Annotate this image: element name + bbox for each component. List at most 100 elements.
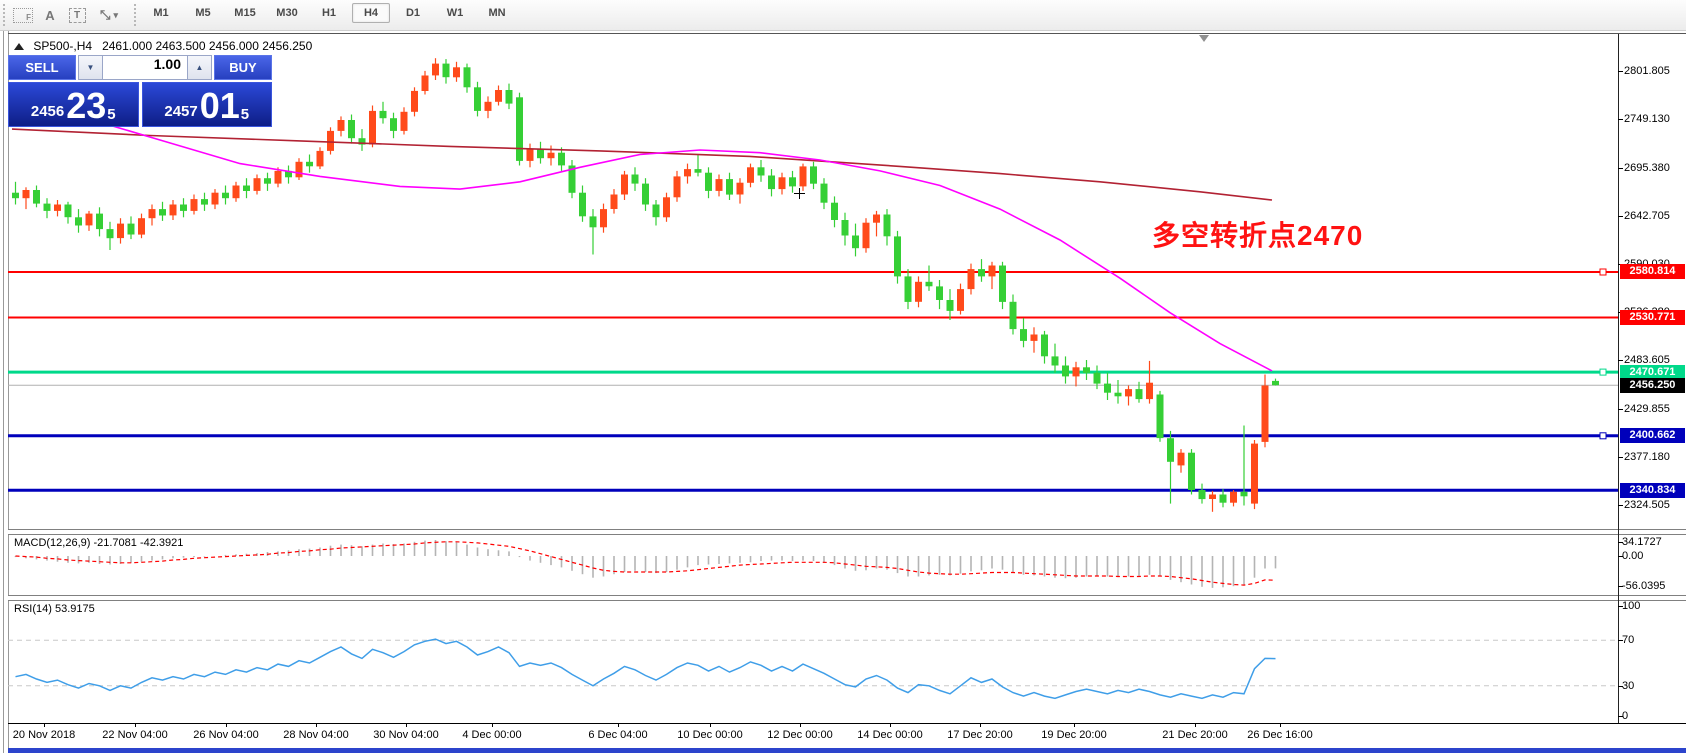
- timeframe-button-m15[interactable]: M15: [234, 7, 256, 19]
- sell-price-prefix: 2456: [30, 103, 65, 120]
- time-axis-border: [8, 723, 1686, 724]
- time-tick-mark: [1280, 723, 1281, 727]
- buy-price-tile[interactable]: 2457 01 5: [141, 82, 272, 127]
- candle-body: [106, 229, 114, 239]
- crosshair-cursor: [794, 188, 805, 199]
- rsi-line: [15, 638, 1276, 700]
- price-tick-label: 2324.505: [1624, 499, 1670, 511]
- price-line-chip[interactable]: 2456.250: [1620, 378, 1685, 393]
- candle-body: [117, 223, 124, 239]
- candle-body: [1251, 443, 1258, 504]
- time-tick-label: 20 Nov 2018: [12, 729, 76, 741]
- candle-body: [337, 120, 345, 131]
- main-price-chart[interactable]: [8, 34, 1618, 529]
- candle-body: [925, 281, 933, 287]
- volume-increase-button[interactable]: ▲: [187, 55, 212, 80]
- collapse-triangle-icon[interactable]: [14, 43, 24, 50]
- candle-body: [190, 199, 198, 211]
- candle-body: [610, 194, 618, 209]
- price-tick-mark: [1618, 409, 1623, 410]
- dropdown-arrow-icon: ▾: [113, 9, 118, 20]
- candle-body: [631, 174, 639, 184]
- timeframe-button-h1[interactable]: H1: [321, 7, 337, 19]
- candle-body: [264, 178, 271, 184]
- rsi-tick-mark: [1618, 716, 1623, 717]
- text-label-icon[interactable]: A: [45, 7, 55, 23]
- price-tick-mark: [1618, 71, 1623, 72]
- sell-price-big: 23: [66, 85, 107, 126]
- candle-body: [526, 149, 534, 161]
- sell-button[interactable]: SELL: [8, 55, 76, 80]
- time-tick-label: 17 Dec 20:00: [947, 729, 1013, 741]
- candle-body: [642, 183, 649, 205]
- candle-body: [274, 170, 282, 184]
- price-line-chip[interactable]: 2580.814: [1620, 264, 1685, 279]
- volume-input[interactable]: 1.00: [103, 55, 187, 80]
- candle-body: [1167, 438, 1174, 462]
- time-tick-label: 10 Dec 00:00: [677, 729, 743, 741]
- timeframe-button-m1[interactable]: M1: [153, 7, 169, 19]
- candle-body: [1072, 367, 1080, 377]
- candle-body: [663, 197, 670, 218]
- candle-body: [148, 209, 156, 219]
- candle-body: [64, 204, 72, 218]
- timeframe-button-h4[interactable]: H4: [352, 3, 390, 23]
- chart-shift-marker[interactable]: [1199, 35, 1209, 42]
- candle-body: [1135, 389, 1143, 400]
- volume-decrease-button[interactable]: ▼: [78, 55, 103, 80]
- ma-slow-line[interactable]: [11, 128, 1273, 201]
- hline-handle[interactable]: [1599, 268, 1607, 276]
- timeframe-button-d1[interactable]: D1: [405, 7, 421, 19]
- candle-body: [85, 213, 93, 226]
- chart-annotation-text[interactable]: 多空转折点2470: [1152, 220, 1364, 251]
- time-tick-label: 26 Nov 04:00: [193, 729, 259, 741]
- candle-body: [778, 177, 786, 190]
- macd-panel-splitter[interactable]: [8, 529, 1686, 535]
- macd-indicator-chart[interactable]: [8, 533, 1618, 595]
- buy-button[interactable]: BUY: [214, 55, 272, 80]
- candle-body: [757, 167, 765, 176]
- time-tick-label: 22 Nov 04:00: [102, 729, 168, 741]
- rsi-tick-mark: [1618, 640, 1623, 641]
- candle-body: [516, 97, 523, 161]
- price-line-chip[interactable]: 2400.662: [1620, 428, 1685, 443]
- candle-body: [967, 269, 975, 290]
- price-line-chip[interactable]: 2340.834: [1620, 483, 1685, 498]
- candle-body: [894, 236, 901, 277]
- hline-handle[interactable]: [1599, 432, 1607, 440]
- candle-body: [1051, 356, 1059, 366]
- candle-body: [127, 223, 135, 235]
- price-line-chip[interactable]: 2530.771: [1620, 310, 1685, 325]
- hline-handle[interactable]: [1599, 368, 1607, 376]
- candle-body: [390, 118, 397, 131]
- macd-level-label: 34.1727: [1622, 536, 1662, 548]
- timeframe-button-mn[interactable]: MN: [488, 7, 506, 19]
- candle-body: [873, 214, 880, 223]
- toolbar-grip[interactable]: [134, 4, 140, 26]
- one-click-trading-panel: SELL ▼ 1.00 ▲ BUY 2456 23 5 2457 01 5: [8, 55, 272, 127]
- candle-body: [463, 67, 471, 88]
- candle-body: [54, 204, 61, 211]
- rsi-panel-splitter[interactable]: [8, 595, 1686, 601]
- candle-body: [442, 63, 450, 78]
- timeframe-button-m30[interactable]: M30: [276, 7, 298, 19]
- candle-body: [568, 165, 576, 193]
- window-frame-line: [3, 31, 4, 753]
- sell-price-tile[interactable]: 2456 23 5: [8, 82, 139, 127]
- candle-body: [1104, 383, 1111, 393]
- price-line-chip[interactable]: 2470.671: [1620, 365, 1685, 380]
- timeframe-strip: M1 M5 M15 M30 H1 H4 D1 W1 MN: [140, 3, 518, 23]
- draw-tools-icon[interactable]: ⤡ ▾: [100, 7, 118, 22]
- timeframe-button-m5[interactable]: M5: [195, 7, 211, 19]
- ma-fast-line[interactable]: [11, 97, 1273, 372]
- indicators-grid-icon[interactable]: F: [12, 3, 34, 27]
- timeframe-button-w1[interactable]: W1: [446, 7, 464, 19]
- candle-body: [978, 269, 985, 277]
- rsi-indicator-chart[interactable]: [8, 599, 1618, 723]
- candle-body: [75, 217, 82, 226]
- next-window-edge[interactable]: [8, 748, 1686, 753]
- toolbar-grip[interactable]: [3, 4, 9, 26]
- rsi-level-label: 70: [1622, 634, 1635, 646]
- price-tick-label: 2749.130: [1624, 113, 1670, 125]
- text-box-icon[interactable]: T: [66, 3, 88, 27]
